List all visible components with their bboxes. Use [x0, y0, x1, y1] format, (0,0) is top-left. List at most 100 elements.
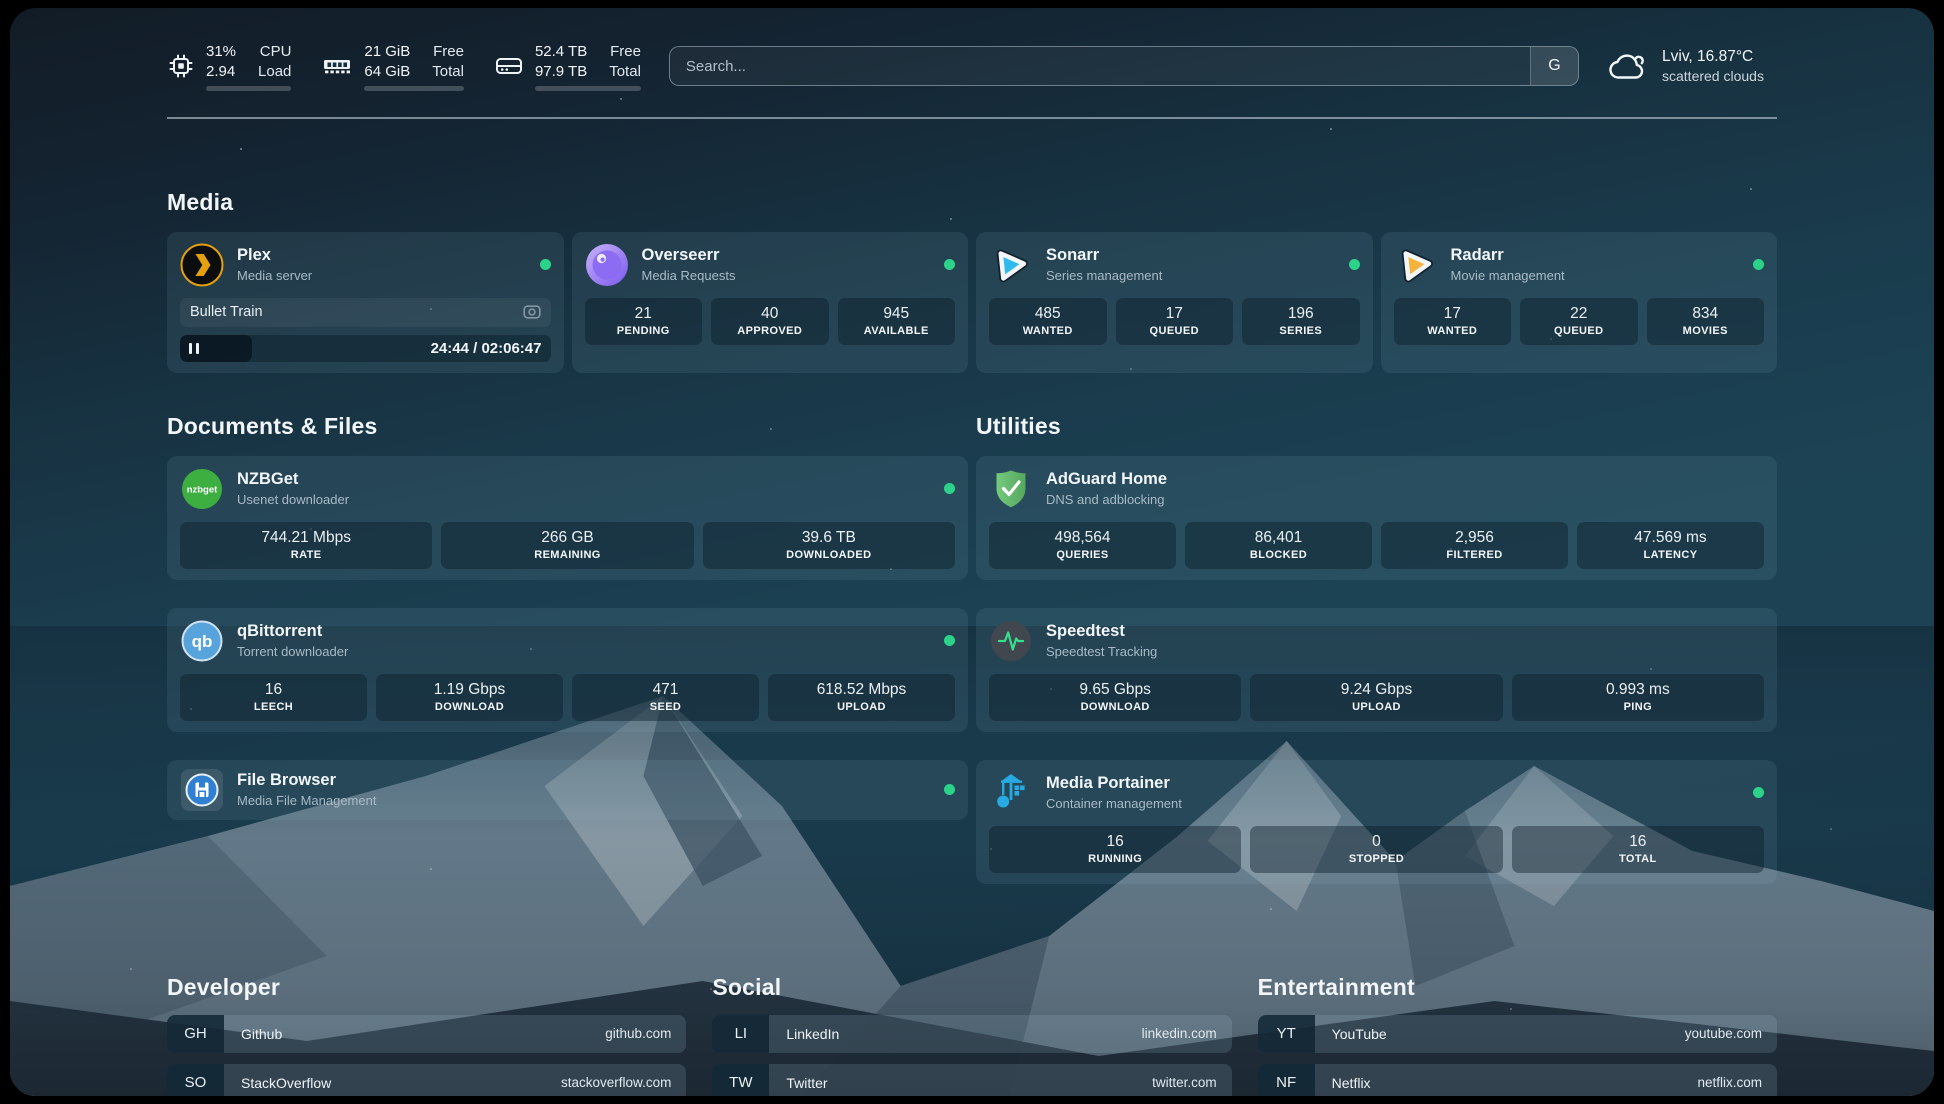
bookmark-github[interactable]: GH Github github.com	[167, 1014, 687, 1053]
stat-downloaded: 39.6 TB DOWNLOADED	[702, 521, 955, 569]
radarr-icon	[1401, 249, 1433, 282]
service-description: Series management	[1046, 268, 1163, 283]
service-name: Plex	[237, 246, 271, 264]
service-description: Speedtest Tracking	[1046, 644, 1158, 659]
weather-location-temperature: Lviv, 16.87°C	[1662, 48, 1754, 66]
weather-widget[interactable]: Lviv, 16.87°C scattered clouds	[1607, 48, 1777, 84]
bookmark-abbr: TW	[712, 1063, 770, 1096]
bookmark-abbr: LI	[712, 1014, 770, 1053]
svg-text:qb: qb	[192, 632, 213, 651]
stat-leech: 16 LEECH	[180, 673, 367, 721]
section-title-media: Media	[167, 188, 234, 215]
stat-value: 1.19 Gbps	[433, 680, 506, 698]
service-name: Speedtest	[1046, 622, 1125, 640]
stat-label: MOVIES	[1682, 324, 1728, 337]
bookmark-name: StackOverflow	[241, 1074, 332, 1091]
service-description: Container management	[1046, 796, 1182, 811]
bookmark-abbr: SO	[167, 1063, 224, 1096]
service-card-speedtest: Speedtest Speedtest Tracking 9.65 Gbps D…	[976, 607, 1777, 732]
service-link-adguard[interactable]: AdGuard Home DNS and adblocking	[989, 467, 1764, 511]
filebrowser-icon	[181, 768, 223, 811]
stat-label: PENDING	[616, 324, 670, 337]
cpu-load-value: 2.94	[206, 62, 236, 80]
search-bar: G	[668, 46, 1579, 87]
status-dot	[944, 635, 955, 646]
bookmark-stackoverflow[interactable]: SO StackOverflow stackoverflow.com	[167, 1063, 687, 1096]
section-media: Media Plex Media server	[167, 189, 1777, 373]
stat-value: 16	[1106, 832, 1124, 850]
bookmark-name: YouTube	[1331, 1025, 1387, 1042]
service-link-nzbget[interactable]: nzbget NZBGet Usenet downloader	[180, 467, 955, 511]
stat-value: 266 GB	[541, 528, 594, 546]
service-name: File Browser	[237, 771, 337, 789]
cloud-icon	[1609, 54, 1644, 79]
sonarr-icon	[996, 249, 1028, 282]
stat-label: WANTED	[1427, 324, 1478, 337]
service-link-filebrowser[interactable]: File Browser Media File Management	[180, 768, 955, 812]
stat-label: TOTAL	[1618, 852, 1657, 865]
service-link-radarr[interactable]: Radarr Movie management	[1394, 243, 1764, 287]
service-description: Media File Management	[237, 793, 377, 808]
bookmark-domain: github.com	[605, 1026, 672, 1041]
service-link-qbittorrent[interactable]: qb qBittorrent Torrent downloader	[180, 619, 955, 663]
stat-label: BLOCKED	[1249, 548, 1308, 561]
service-card-adguard: AdGuard Home DNS and adblocking 498,564 …	[976, 455, 1777, 580]
bookmark-domain: youtube.com	[1684, 1026, 1762, 1041]
stat-value: 485	[1034, 304, 1061, 322]
stat-series: 196 SERIES	[1242, 297, 1360, 345]
status-dot	[944, 784, 955, 795]
cpu-usage-value: 31%	[206, 43, 237, 60]
stat-value: 744.21 Mbps	[261, 528, 351, 546]
stat-running: 16 RUNNING	[989, 825, 1242, 873]
stat-label: AVAILABLE	[863, 324, 929, 337]
stat-label: DOWNLOADED	[786, 548, 872, 561]
status-dot	[944, 483, 955, 494]
status-dot	[539, 259, 551, 270]
stat-label: SERIES	[1279, 324, 1323, 337]
service-link-portainer[interactable]: Media Portainer Container management	[989, 771, 1764, 815]
bookmark-abbr: GH	[167, 1014, 224, 1053]
bookmark-netflix[interactable]: NF Netflix netflix.com	[1257, 1063, 1777, 1096]
bookmark-group-social: Social LI LinkedIn linkedin.com TW Twitt…	[712, 974, 1232, 1096]
memory-free-label: Free	[433, 43, 464, 60]
stat-label: LEECH	[253, 700, 294, 713]
service-link-overseerr[interactable]: Overseerr Media Requests	[585, 243, 955, 287]
background-tint	[10, 626, 1934, 1096]
stat-value: 618.52 Mbps	[816, 680, 907, 698]
section-title-developer: Developer	[167, 973, 281, 1000]
stat-approved: 40 APPROVED	[711, 297, 829, 345]
stat-movies: 834 MOVIES	[1646, 297, 1764, 345]
service-name: Overseerr	[641, 246, 720, 264]
stat-label: DOWNLOAD	[434, 700, 505, 713]
service-card-portainer: Media Portainer Container management 16 …	[976, 759, 1777, 884]
topbar-divider	[167, 116, 1777, 119]
search-provider-button[interactable]: G	[1530, 47, 1578, 86]
memory-free-value: 21 GiB	[364, 43, 411, 60]
stat-value: 471	[652, 680, 679, 698]
service-description: Torrent downloader	[237, 644, 349, 659]
bookmark-twitter[interactable]: TW Twitter twitter.com	[712, 1063, 1232, 1096]
service-description: Media Requests	[641, 268, 736, 283]
status-dot	[944, 259, 955, 270]
pause-icon	[189, 342, 199, 354]
speedtest-pulse-icon	[991, 620, 1031, 661]
stat-value: 16	[264, 680, 283, 698]
stat-upload: 9.24 Gbps UPLOAD	[1250, 673, 1503, 721]
service-link-sonarr[interactable]: Sonarr Series management	[989, 243, 1360, 287]
stat-label: UPLOAD	[837, 700, 886, 713]
stat-label: RATE	[290, 548, 322, 561]
stat-ping: 0.993 ms PING	[1511, 673, 1764, 721]
stat-latency: 47.569 ms LATENCY	[1577, 521, 1764, 569]
session-camera-icon	[522, 305, 541, 319]
service-link-plex[interactable]: Plex Media server	[180, 243, 551, 287]
section-title-entertainment: Entertainment	[1257, 973, 1415, 1000]
service-name: qBittorrent	[237, 622, 323, 640]
stat-label: SEED	[649, 700, 682, 713]
stat-value: 196	[1287, 304, 1314, 322]
search-input[interactable]	[669, 47, 1530, 86]
bookmark-youtube[interactable]: YT YouTube youtube.com	[1257, 1014, 1777, 1053]
stat-queries: 498,564 QUERIES	[989, 521, 1176, 569]
bookmark-linkedin[interactable]: LI LinkedIn linkedin.com	[712, 1014, 1232, 1053]
service-link-speedtest[interactable]: Speedtest Speedtest Tracking	[989, 619, 1764, 663]
stat-label: FILTERED	[1446, 548, 1503, 561]
